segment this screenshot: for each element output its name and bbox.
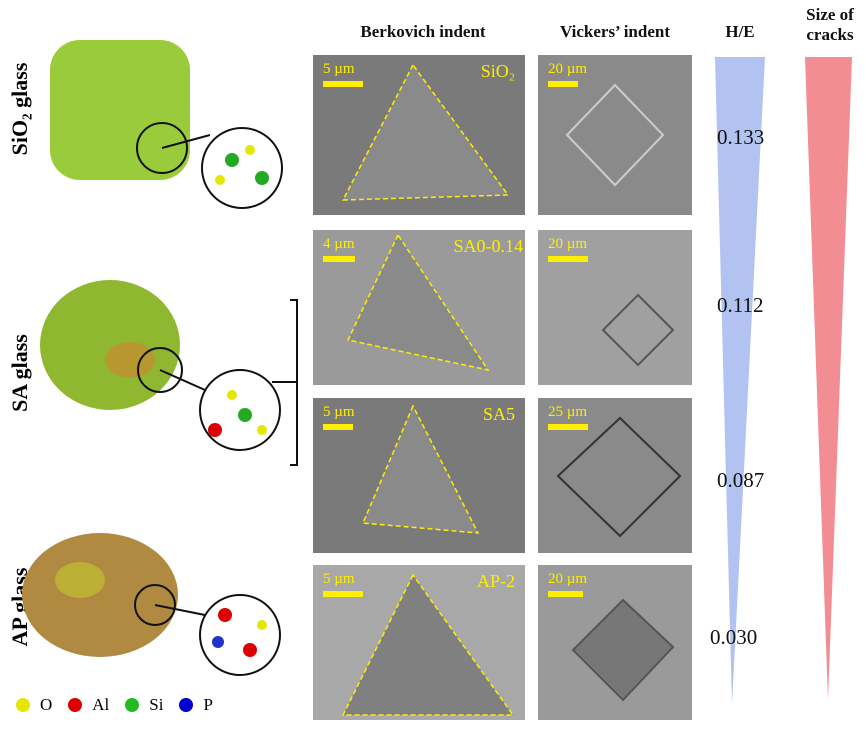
scale-label: 5 µm bbox=[323, 571, 355, 587]
sample-label: SiO₂ bbox=[480, 61, 515, 81]
vickers-image-sio2: 20 µm bbox=[538, 55, 692, 215]
indent-square bbox=[571, 598, 675, 702]
indent-square bbox=[601, 293, 675, 367]
indent-triangle bbox=[346, 233, 490, 372]
scale-label: 25 µm bbox=[548, 404, 588, 420]
indent-triangle bbox=[341, 573, 515, 716]
scale-label: 20 µm bbox=[548, 571, 588, 587]
he-value-sa014: 0.112 bbox=[717, 293, 764, 317]
sa-blob bbox=[40, 280, 281, 451]
legend-label: Al bbox=[92, 695, 110, 714]
sa-bracket bbox=[272, 299, 298, 466]
legend-dot-p bbox=[179, 698, 194, 712]
indent-triangle bbox=[361, 404, 480, 534]
scale-bar bbox=[548, 81, 578, 87]
cracks-line2: cracks bbox=[806, 25, 854, 44]
berkovich-image-ap2: 5 µm AP-2 bbox=[313, 565, 525, 720]
he-wedge bbox=[715, 57, 765, 705]
vickers-image-ap2: 20 µm bbox=[538, 565, 692, 720]
legend-label: O bbox=[40, 695, 53, 714]
scale-bar bbox=[323, 256, 355, 262]
vickers-image-sa014: 20 µm bbox=[538, 230, 692, 385]
indent-square bbox=[556, 416, 682, 538]
header-he: H/E bbox=[725, 22, 755, 41]
sample-label: AP-2 bbox=[476, 571, 515, 591]
scale-label: 4 µm bbox=[323, 236, 355, 252]
scale-bar bbox=[548, 424, 588, 430]
vickers-image-sa5: 25 µm bbox=[538, 398, 692, 553]
header-cracks: Size of cracks bbox=[795, 5, 865, 45]
berkovich-image-sio2: 5 µm SiO₂ bbox=[313, 55, 525, 215]
scale-label: 5 µm bbox=[323, 404, 355, 420]
indent-square bbox=[565, 83, 665, 187]
scale-label: 5 µm bbox=[323, 61, 355, 77]
scale-bar bbox=[323, 591, 363, 597]
cracks-wedge bbox=[805, 57, 852, 700]
scale-bar bbox=[323, 81, 363, 87]
legend-dot-o bbox=[16, 698, 30, 712]
scale-bar bbox=[548, 256, 588, 262]
sio2-blob bbox=[50, 40, 283, 209]
cracks-line1: Size of bbox=[806, 5, 854, 24]
indent-triangle bbox=[341, 63, 510, 201]
he-value-sa5: 0.087 bbox=[717, 468, 765, 492]
legend-dot-si bbox=[125, 698, 140, 712]
ap-blob bbox=[22, 533, 281, 676]
element-legend: O Al Si P bbox=[14, 695, 227, 715]
header-berkovich: Berkovich indent bbox=[360, 22, 486, 41]
berkovich-image-sa014: 4 µm SA0-0.14 bbox=[313, 230, 525, 385]
he-value-ap2: 0.030 bbox=[710, 625, 758, 649]
scale-bar bbox=[323, 424, 353, 430]
header-vickers: Vickers’ indent bbox=[559, 22, 671, 41]
legend-label: P bbox=[203, 695, 213, 714]
scale-bar bbox=[548, 591, 583, 597]
sample-label: SA5 bbox=[482, 404, 515, 424]
sample-label: SA0-0.14 bbox=[453, 236, 523, 256]
legend-dot-al bbox=[68, 698, 83, 712]
scale-label: 20 µm bbox=[548, 61, 588, 77]
he-value-sio2: 0.133 bbox=[717, 125, 765, 149]
legend-label: Si bbox=[149, 695, 164, 714]
scale-label: 20 µm bbox=[548, 236, 588, 252]
berkovich-image-sa5: 5 µm SA5 bbox=[313, 398, 525, 553]
